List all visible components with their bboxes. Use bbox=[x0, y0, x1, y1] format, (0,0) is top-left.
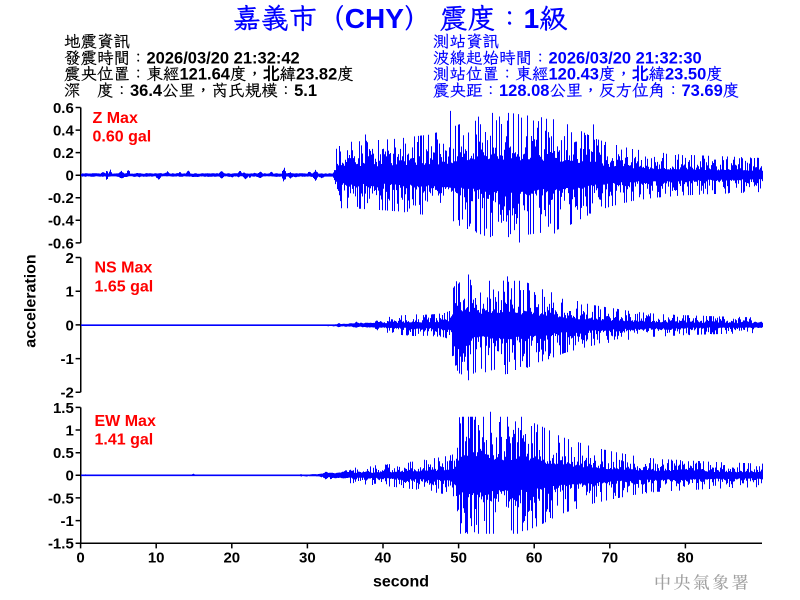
svg-text:-1: -1 bbox=[60, 513, 73, 530]
svg-text:Z Max: Z Max bbox=[93, 110, 138, 127]
svg-text:1.65 gal: 1.65 gal bbox=[95, 279, 154, 296]
svg-text:測站位置：東經120.43度，北緯23.50度: 測站位置：東經120.43度，北緯23.50度 bbox=[433, 65, 723, 84]
svg-text:深 度：36.4公里，芮氏規模：5.1: 深 度：36.4公里，芮氏規模：5.1 bbox=[64, 82, 317, 100]
svg-text:嘉義市（CHY） 震度：1級: 嘉義市（CHY） 震度：1級 bbox=[233, 3, 567, 34]
svg-text:-1.5: -1.5 bbox=[48, 536, 74, 553]
svg-text:-0.4: -0.4 bbox=[48, 213, 75, 230]
svg-text:震央距：128.08公里，反方位角：73.69度: 震央距：128.08公里，反方位角：73.69度 bbox=[433, 81, 739, 100]
svg-text:-2: -2 bbox=[60, 385, 73, 402]
svg-text:80: 80 bbox=[677, 550, 694, 567]
svg-text:-0.6: -0.6 bbox=[48, 235, 74, 252]
svg-text:-0.2: -0.2 bbox=[48, 190, 74, 207]
svg-text:acceleration: acceleration bbox=[23, 254, 40, 347]
svg-text:-1: -1 bbox=[60, 351, 73, 368]
svg-text:70: 70 bbox=[601, 550, 618, 567]
svg-text:0.2: 0.2 bbox=[53, 145, 74, 162]
svg-text:2: 2 bbox=[65, 250, 73, 267]
svg-text:發震時間：2026/03/20 21:32:42: 發震時間：2026/03/20 21:32:42 bbox=[64, 49, 300, 67]
svg-text:0: 0 bbox=[65, 168, 73, 185]
svg-text:0.4: 0.4 bbox=[53, 123, 75, 140]
svg-text:30: 30 bbox=[299, 550, 316, 567]
svg-text:10: 10 bbox=[148, 550, 165, 567]
svg-text:地震資訊: 地震資訊 bbox=[64, 33, 130, 51]
svg-text:-0.5: -0.5 bbox=[48, 490, 74, 507]
svg-text:1.41 gal: 1.41 gal bbox=[95, 432, 154, 449]
svg-text:波線起始時間：2026/03/20 21:32:30: 波線起始時間：2026/03/20 21:32:30 bbox=[433, 49, 702, 67]
svg-text:20: 20 bbox=[223, 550, 240, 567]
svg-text:0: 0 bbox=[65, 317, 73, 334]
svg-text:1.5: 1.5 bbox=[53, 400, 74, 417]
svg-text:0.5: 0.5 bbox=[53, 445, 74, 462]
svg-text:0.60 gal: 0.60 gal bbox=[93, 129, 152, 146]
svg-text:測站資訊: 測站資訊 bbox=[433, 33, 499, 51]
svg-text:second: second bbox=[373, 573, 429, 590]
svg-text:中央氣象署: 中央氣象署 bbox=[654, 568, 751, 593]
svg-text:40: 40 bbox=[375, 550, 392, 567]
svg-text:1: 1 bbox=[65, 422, 73, 439]
svg-text:1: 1 bbox=[65, 284, 73, 301]
svg-text:震央位置：東經121.64度，北緯23.82度: 震央位置：東經121.64度，北緯23.82度 bbox=[64, 65, 354, 84]
svg-text:NS Max: NS Max bbox=[95, 260, 153, 277]
svg-text:0: 0 bbox=[76, 550, 84, 567]
svg-text:0.6: 0.6 bbox=[53, 100, 74, 117]
svg-text:60: 60 bbox=[526, 550, 543, 567]
svg-text:0: 0 bbox=[65, 468, 73, 485]
svg-text:EW Max: EW Max bbox=[95, 413, 156, 430]
svg-text:50: 50 bbox=[450, 550, 467, 567]
